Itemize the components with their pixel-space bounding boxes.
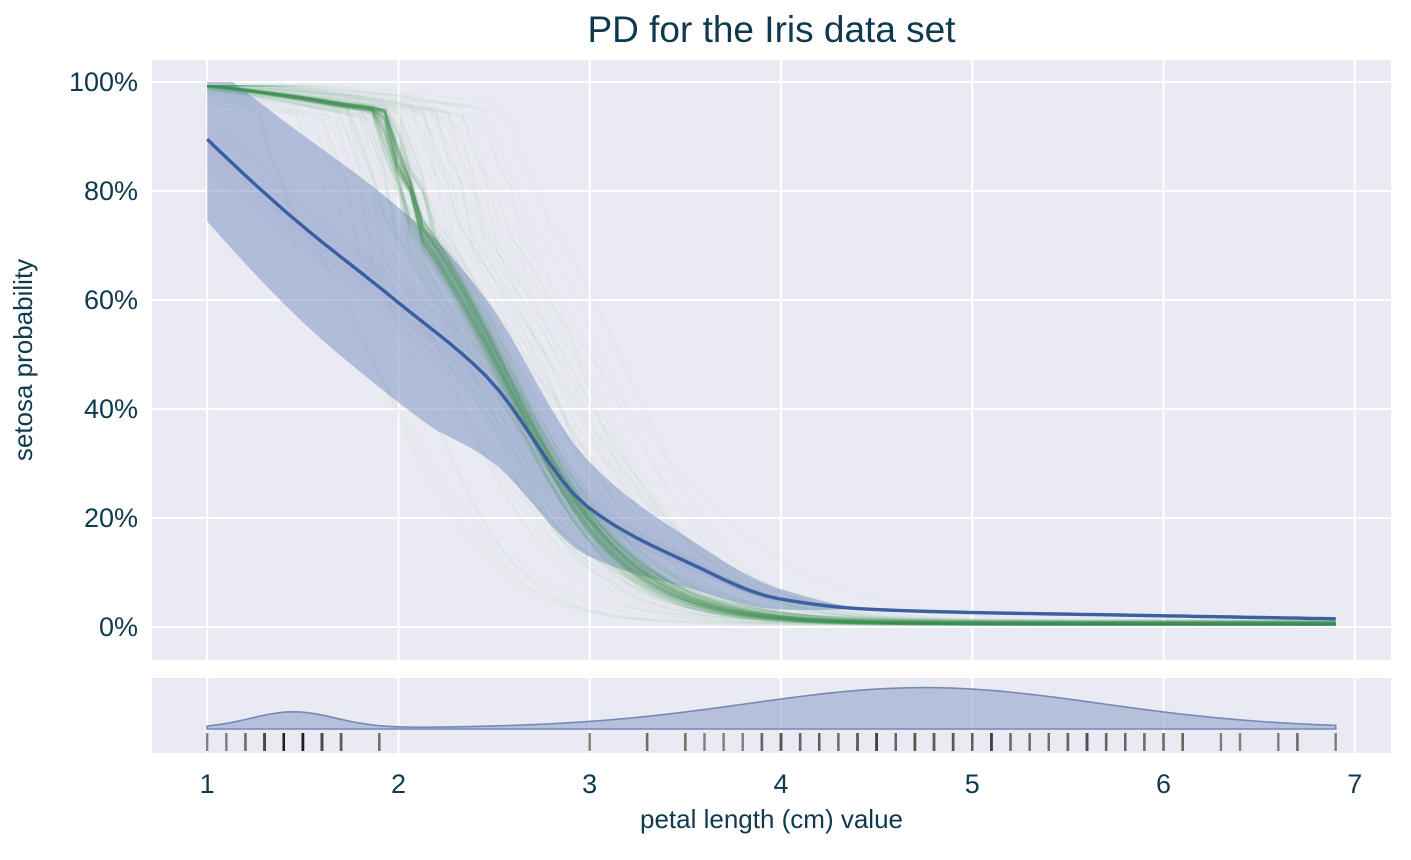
- svg-text:2: 2: [391, 769, 406, 799]
- svg-text:5: 5: [965, 769, 980, 799]
- svg-text:3: 3: [582, 769, 597, 799]
- svg-text:20%: 20%: [84, 503, 138, 533]
- svg-text:0%: 0%: [99, 612, 138, 642]
- svg-text:1: 1: [200, 769, 215, 799]
- svg-text:PD for the Iris data set: PD for the Iris data set: [587, 9, 956, 50]
- svg-text:6: 6: [1156, 769, 1171, 799]
- svg-text:petal length (cm) value: petal length (cm) value: [640, 804, 903, 834]
- svg-text:40%: 40%: [84, 394, 138, 424]
- svg-text:7: 7: [1347, 769, 1362, 799]
- svg-text:100%: 100%: [69, 67, 138, 97]
- svg-text:setosa probability: setosa probability: [8, 259, 38, 461]
- svg-text:60%: 60%: [84, 285, 138, 315]
- svg-text:80%: 80%: [84, 176, 138, 206]
- svg-text:4: 4: [773, 769, 788, 799]
